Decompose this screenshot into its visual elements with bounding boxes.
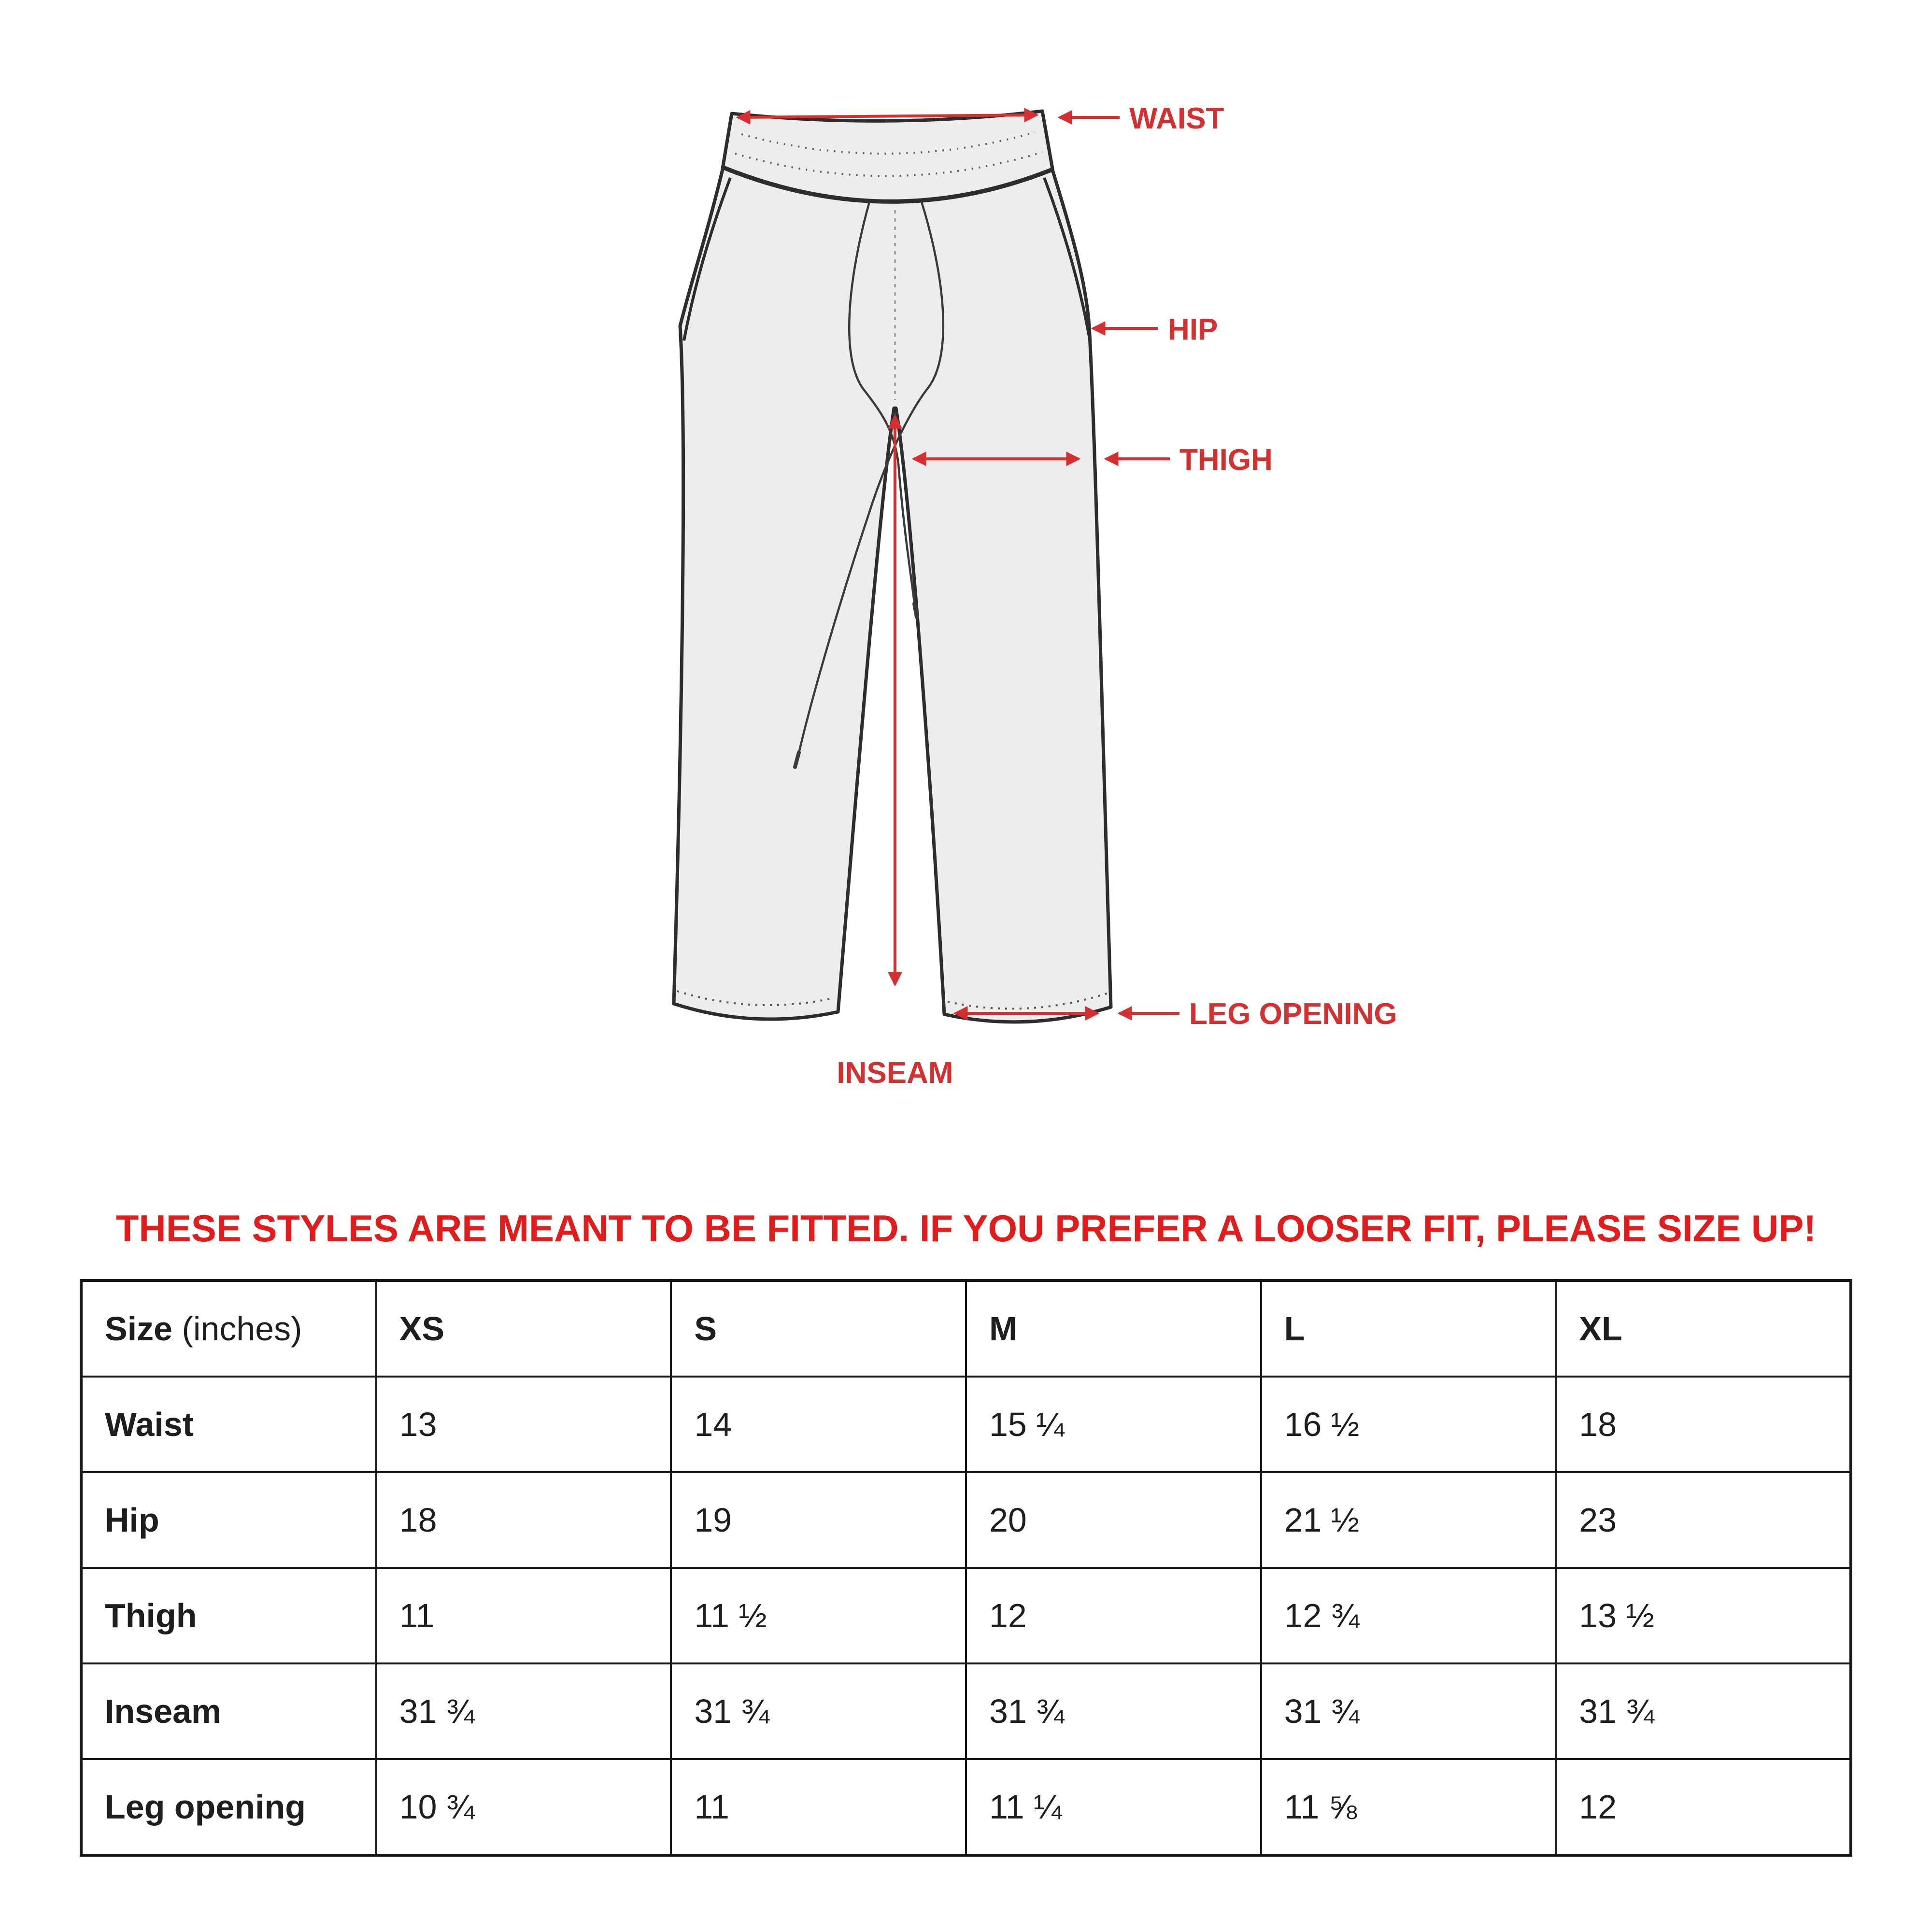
value-cell: 18 <box>1555 1376 1852 1473</box>
size-unit-header-cell: Size (inches) <box>80 1279 377 1378</box>
row-label: Hip <box>80 1471 377 1569</box>
value-cell: 31 ¾ <box>965 1662 1262 1760</box>
value-cell: 31 ¾ <box>1260 1662 1557 1760</box>
value-cell: 31 ¾ <box>375 1662 672 1760</box>
table-row-hip: Hip 18 19 20 21 ½ 23 <box>80 1471 1852 1569</box>
pants-measurement-diagram: WAIST HIP THIGH LEG OPENING INSEAM <box>672 102 1397 1090</box>
row-label: Inseam <box>80 1662 377 1760</box>
value-cell: 12 ¾ <box>1260 1567 1557 1664</box>
size-chart-table: Size (inches) XS S M L XL Waist 13 14 15… <box>80 1279 1852 1857</box>
col-header-xl: XL <box>1555 1279 1852 1378</box>
pants-silhouette <box>672 109 1113 1024</box>
drawstring-left-cord <box>848 201 917 615</box>
thigh-label: THIGH <box>1179 443 1273 477</box>
row-label: Thigh <box>80 1567 377 1664</box>
value-cell: 11 ⅝ <box>1260 1758 1557 1856</box>
value-cell: 13 ½ <box>1555 1567 1852 1664</box>
hip-label: HIP <box>1168 313 1218 346</box>
left-hem-stitch <box>677 990 835 1007</box>
leg-opening-label: LEG OPENING <box>1189 997 1397 1031</box>
value-cell: 11 ¼ <box>965 1758 1262 1856</box>
fit-warning-text: THESE STYLES ARE MEANT TO BE FITTED. IF … <box>115 1207 1817 1250</box>
waist-span-arrow <box>736 108 1039 125</box>
inseam-label: INSEAM <box>837 1056 953 1090</box>
value-cell: 31 ¾ <box>1555 1662 1852 1760</box>
table-header-row: Size (inches) XS S M L XL <box>80 1279 1852 1378</box>
value-cell: 14 <box>670 1376 967 1473</box>
value-cell: 15 ¼ <box>965 1376 1262 1473</box>
col-header-s: S <box>670 1279 967 1378</box>
value-cell: 12 <box>1555 1758 1852 1856</box>
drawstring-aglet-left <box>793 751 801 769</box>
pants-drawing <box>672 109 1113 1024</box>
col-header-xs: XS <box>375 1279 672 1378</box>
size-header-unit: (inches) <box>172 1310 302 1348</box>
left-pocket-line <box>682 177 732 341</box>
waistband-stitch-bottom <box>735 151 1043 177</box>
col-header-m: M <box>965 1279 1262 1378</box>
col-header-l: L <box>1260 1279 1557 1378</box>
value-cell: 10 ¾ <box>375 1758 672 1856</box>
value-cell: 11 <box>670 1758 967 1856</box>
right-pocket-line <box>1043 177 1091 340</box>
value-cell: 20 <box>965 1471 1262 1569</box>
waist-label: WAIST <box>1129 102 1224 135</box>
value-cell: 11 <box>375 1567 672 1664</box>
value-cell: 12 <box>965 1567 1262 1664</box>
table-row-leg-opening: Leg opening 10 ¾ 11 11 ¼ 11 ⅝ 12 <box>80 1758 1852 1856</box>
value-cell: 31 ¾ <box>670 1662 967 1760</box>
table-row-waist: Waist 13 14 15 ¼ 16 ½ 18 <box>80 1376 1852 1473</box>
drawstring-aglet-right <box>912 602 919 619</box>
value-cell: 11 ½ <box>670 1567 967 1664</box>
table-row-thigh: Thigh 11 11 ½ 12 12 ¾ 13 ½ <box>80 1567 1852 1664</box>
table-row-inseam: Inseam 31 ¾ 31 ¾ 31 ¾ 31 ¾ 31 ¾ <box>80 1662 1852 1760</box>
row-label: Leg opening <box>80 1758 377 1856</box>
value-cell: 21 ½ <box>1260 1471 1557 1569</box>
measurement-arrows <box>736 108 1179 1021</box>
value-cell: 16 ½ <box>1260 1376 1557 1473</box>
waistband-edge <box>721 165 1053 204</box>
value-cell: 18 <box>375 1471 672 1569</box>
size-header-bold: Size <box>105 1310 173 1348</box>
value-cell: 13 <box>375 1376 672 1473</box>
row-label: Waist <box>80 1376 377 1473</box>
value-cell: 23 <box>1555 1471 1852 1569</box>
value-cell: 19 <box>670 1471 967 1569</box>
